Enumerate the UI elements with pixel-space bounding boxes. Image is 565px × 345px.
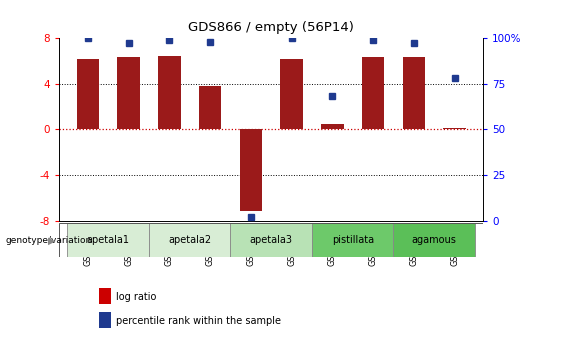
Bar [149,223,231,257]
Text: log ratio: log ratio [116,292,156,302]
Bar [321,124,344,129]
Bar [312,223,393,257]
Text: apetala3: apetala3 [250,235,293,245]
Text: apetala2: apetala2 [168,235,211,245]
Bar [67,223,149,257]
Title: GDS866 / empty (56P14): GDS866 / empty (56P14) [188,21,354,34]
Text: ▶: ▶ [48,236,55,246]
Text: pistillata: pistillata [332,235,374,245]
Bar [280,59,303,129]
Text: agamous: agamous [412,235,457,245]
Bar [231,223,312,257]
Bar [240,129,262,210]
Bar [393,223,475,257]
Bar [403,57,425,129]
Bar [444,128,466,129]
Bar [118,57,140,129]
Bar [362,57,384,129]
Bar [77,59,99,129]
Text: genotype/variation: genotype/variation [6,236,92,245]
Bar [199,86,221,129]
Text: percentile rank within the sample: percentile rank within the sample [116,316,281,326]
Text: apetala1: apetala1 [86,235,130,245]
Bar [158,56,181,129]
